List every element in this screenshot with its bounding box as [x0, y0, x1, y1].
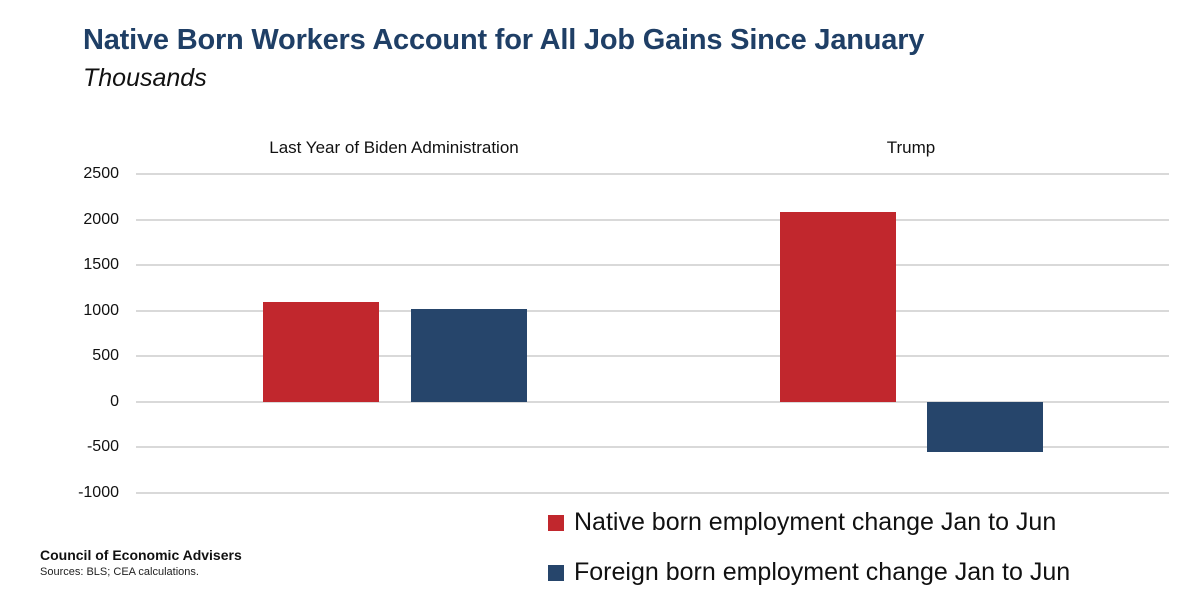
panel-label-biden: Last Year of Biden Administration	[269, 138, 519, 157]
y-tick-label: 500	[92, 347, 119, 364]
gridline	[136, 492, 1169, 494]
y-tick-label: 1500	[83, 256, 119, 273]
y-tick-label: 2500	[83, 165, 119, 182]
bar-trump-foreign	[927, 402, 1043, 453]
legend-item-native: Native born employment change Jan to Jun	[548, 508, 1056, 537]
chart-subtitle: Thousands	[83, 64, 207, 92]
y-tick-label: -500	[86, 438, 119, 455]
y-tick-label: 1000	[83, 302, 119, 319]
zero-line	[136, 401, 1169, 403]
bar-trump-native	[780, 211, 896, 402]
gridline	[136, 264, 1169, 266]
legend-label: Native born employment change Jan to Jun	[574, 508, 1057, 536]
bar-biden-native	[263, 301, 379, 402]
gridline	[136, 310, 1169, 312]
legend-label: Foreign born employment change Jan to Ju…	[574, 558, 1071, 586]
gridline	[136, 173, 1169, 175]
gridline	[136, 355, 1169, 357]
gridline	[136, 219, 1169, 221]
legend-swatch-native-icon	[548, 514, 564, 531]
legend-item-foreign: Foreign born employment change Jan to Ju…	[548, 558, 1070, 587]
y-tick-label: 2000	[83, 211, 119, 228]
y-tick-label: 0	[110, 393, 119, 410]
footer-organization: Council of Economic Advisers	[40, 547, 242, 563]
chart-title: Native Born Workers Account for All Job …	[83, 24, 925, 56]
gridline	[136, 446, 1169, 448]
y-tick-label: -1000	[78, 484, 119, 501]
footer-sources: Sources: BLS; CEA calculations.	[40, 566, 199, 578]
bar-biden-foreign	[411, 309, 527, 402]
legend-swatch-foreign-icon	[548, 564, 564, 581]
panel-label-trump: Trump	[886, 138, 936, 157]
